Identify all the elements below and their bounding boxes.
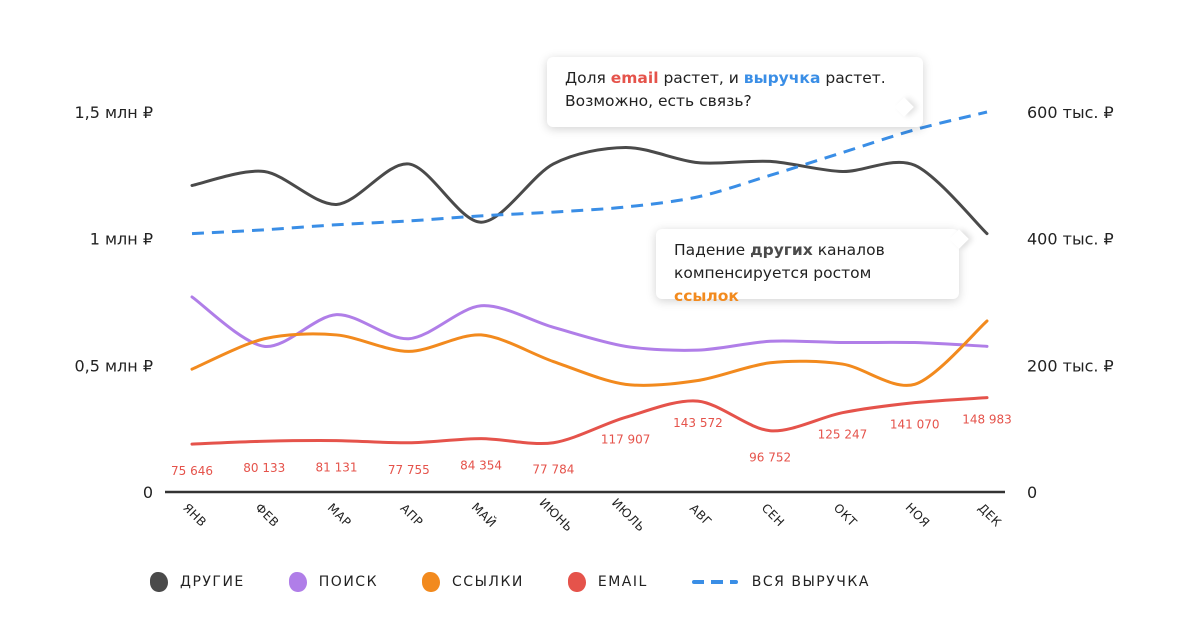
legend-item-0: ДРУГИЕ	[150, 572, 245, 592]
x-tick-label-6: ИЮЛЬ	[609, 496, 648, 535]
right-tick-label-2: 400 тыс. ₽	[1027, 230, 1114, 249]
legend-label: ВСЯ ВЫРУЧКА	[751, 574, 870, 590]
email-data-label-11: 148 983	[962, 413, 1012, 427]
callout-revenue-word: выручка	[743, 69, 821, 87]
callout-other-links: Падение других каналов компенсируется ро…	[656, 229, 959, 305]
x-tick-label-9: ОКТ	[831, 501, 860, 530]
callout-text: Падение	[674, 241, 751, 259]
legend-item-4: ВСЯ ВЫРУЧКА	[691, 574, 870, 590]
series-line-2	[190, 319, 989, 387]
legend-label: ДРУГИЕ	[180, 574, 245, 590]
email-data-label-5: 77 784	[532, 463, 574, 477]
x-tick-label-5: ИЮНЬ	[537, 496, 576, 535]
right-tick-label-3: 600 тыс. ₽	[1027, 103, 1114, 122]
x-tick-label-1: ФЕВ	[252, 500, 281, 529]
legend-item-2: ССЫЛКИ	[422, 572, 524, 592]
legend: ДРУГИЕ ПОИСК ССЫЛКИ EMAIL ВСЯ ВЫРУЧКА	[150, 572, 914, 592]
x-tick-label-3: АПР	[398, 501, 426, 529]
right-tick-label-1: 200 тыс. ₽	[1027, 356, 1114, 375]
email-data-label-2: 81 131	[316, 461, 358, 475]
left-axis: 0 0,5 млн ₽ 1 млн ₽ 1,5 млн ₽	[74, 103, 153, 502]
x-tick-label-11: ДЕК	[975, 501, 1004, 530]
email-data-label-4: 84 354	[460, 459, 502, 473]
email-data-label-0: 75 646	[171, 464, 213, 478]
x-axis: ЯНВ ФЕВ МАР АПР МАЙ ИЮНЬ ИЮЛЬ АВГ СЕН ОКТ НОЯ ДЕК	[180, 496, 1004, 535]
legend-item-1: ПОИСК	[288, 572, 379, 592]
series-line-4	[191, 110, 988, 236]
series-line-1	[190, 295, 989, 352]
x-tick-label-10: НОЯ	[903, 500, 933, 530]
email-data-label-9: 125 247	[818, 428, 868, 442]
legend-swatch	[422, 572, 441, 592]
series-lines	[190, 110, 989, 446]
callout-other-line2: компенсируется ростом ссылок	[674, 262, 941, 308]
left-tick-label-0: 0	[143, 483, 153, 502]
right-axis: 0 200 тыс. ₽ 400 тыс. ₽ 600 тыс. ₽	[1027, 103, 1114, 502]
callout-email-line1: Доля email растет, и выручка растет.	[565, 67, 905, 90]
left-tick-label-1: 0,5 млн ₽	[74, 356, 153, 375]
callout-email-line2: Возможно, есть связь?	[565, 92, 752, 110]
email-data-label-10: 141 070	[890, 418, 940, 432]
legend-item-3: EMAIL	[567, 572, 648, 592]
x-tick-label-7: АВГ	[687, 501, 715, 529]
legend-label: ПОИСК	[318, 574, 379, 590]
x-tick-label-0: ЯНВ	[180, 501, 209, 530]
callout-text: каналов	[812, 241, 885, 259]
x-tick-label-8: СЕН	[759, 501, 788, 530]
email-data-label-7: 143 572	[673, 416, 723, 430]
legend-swatch	[567, 572, 586, 592]
series-line-3	[190, 396, 989, 446]
callout-text: растет, и	[658, 69, 744, 87]
legend-swatch	[288, 572, 307, 592]
email-data-label-6: 117 907	[601, 432, 651, 446]
callout-text: компенсируется ростом	[674, 264, 872, 282]
callout-text: Доля	[565, 69, 611, 87]
callout-other-word: других	[750, 241, 813, 259]
callout-email-revenue: Доля email растет, и выручка растет. Воз…	[547, 57, 923, 127]
left-tick-label-2: 1 млн ₽	[90, 230, 153, 249]
callout-links-word: ссылок	[674, 287, 739, 305]
x-tick-label-2: МАР	[325, 501, 354, 530]
legend-label: ССЫЛКИ	[452, 574, 524, 590]
legend-swatch	[691, 580, 738, 584]
legend-swatch	[150, 572, 168, 592]
callout-text: растет.	[820, 69, 886, 87]
right-tick-label-0: 0	[1027, 483, 1037, 502]
callout-other-line1: Падение других каналов	[674, 239, 941, 262]
left-tick-label-3: 1,5 млн ₽	[74, 103, 153, 122]
email-data-label-8: 96 752	[749, 451, 791, 465]
series-line-0	[190, 145, 989, 236]
email-data-label-3: 77 755	[388, 463, 430, 477]
x-tick-label-4: МАЙ	[469, 499, 500, 530]
legend-label: EMAIL	[597, 574, 648, 590]
callout-email-word: email	[610, 69, 659, 87]
email-data-label-1: 80 133	[243, 461, 285, 475]
email-data-labels: 75 646 80 133 81 131 77 755 84 354 77 784 117 …	[171, 413, 1012, 478]
